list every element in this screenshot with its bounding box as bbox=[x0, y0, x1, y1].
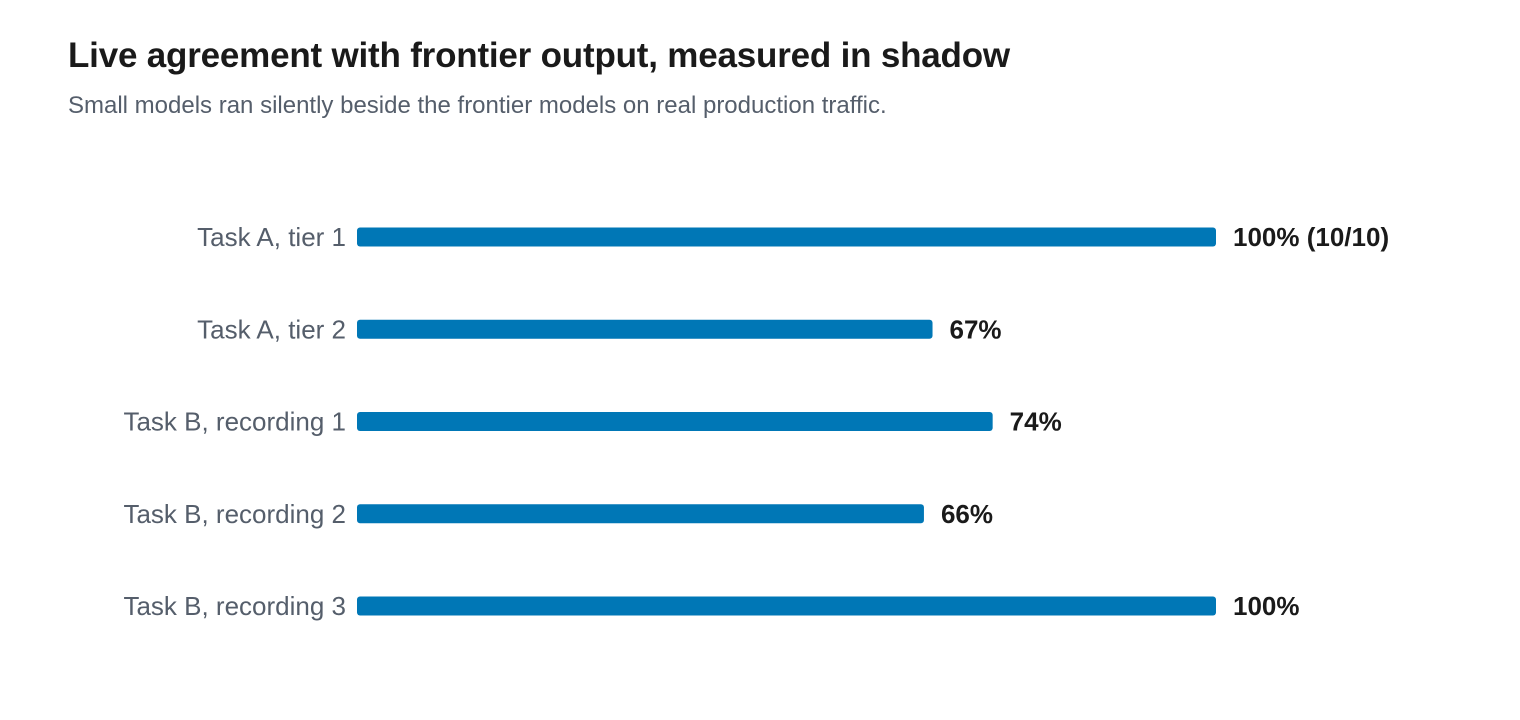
bar bbox=[357, 596, 1216, 616]
category-label: Task A, tier 2 bbox=[197, 314, 346, 344]
bar bbox=[357, 412, 993, 431]
value-label: 67% bbox=[950, 314, 1002, 344]
value-label: 100% bbox=[1233, 591, 1300, 621]
chart-subtitle: Small models ran silently beside the fro… bbox=[68, 92, 887, 119]
value-label: 66% bbox=[941, 499, 993, 529]
bar bbox=[357, 319, 933, 339]
bar bbox=[357, 504, 924, 524]
category-label: Task B, recording 2 bbox=[123, 499, 346, 529]
value-label: 74% bbox=[1010, 407, 1062, 437]
bar bbox=[357, 227, 1216, 247]
category-label: Task B, recording 1 bbox=[123, 407, 346, 437]
chart-title: Live agreement with frontier output, mea… bbox=[68, 36, 1010, 75]
category-label: Task A, tier 1 bbox=[197, 222, 346, 252]
value-label: 100% (10/10) bbox=[1233, 222, 1389, 252]
category-label: Task B, recording 3 bbox=[123, 591, 346, 621]
